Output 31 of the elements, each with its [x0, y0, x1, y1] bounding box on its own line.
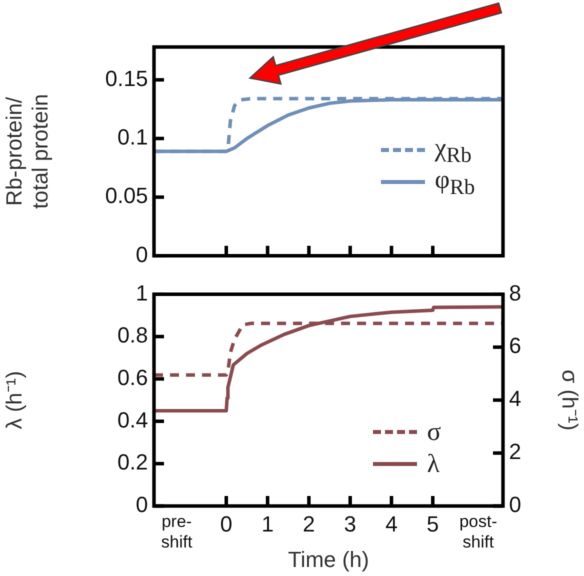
legend-label: λ: [426, 449, 440, 479]
y-tick-label: 0: [136, 242, 148, 267]
y-axis-title: λ (h⁻¹): [1, 370, 26, 430]
y2-tick-label: 0: [509, 492, 522, 518]
x-tick-label: 1: [261, 511, 274, 536]
y-tick-label: 0.4: [117, 407, 148, 432]
y-tick-label: 0.15: [105, 66, 148, 91]
y-tick-label: 0.1: [117, 124, 148, 150]
x-tick-label: 0: [220, 511, 232, 536]
y2-tick-label: 6: [509, 333, 522, 358]
y-tick-label: 0.6: [117, 364, 148, 390]
legend-label: φ$_{Rb}$: [434, 164, 475, 200]
y2-tick-label: 2: [509, 439, 522, 464]
y-tick-label: 1: [136, 280, 148, 306]
x-tick-label: post-shift: [459, 512, 498, 552]
y-axis-title: Rb-protein/total protein: [1, 94, 53, 209]
x-tick-label: 3: [344, 511, 356, 536]
y-tick-label: 0: [136, 492, 148, 518]
y2-axis-title: σ (h⁻¹): [558, 370, 583, 431]
x-axis-title: Time (h): [288, 546, 370, 572]
x-tick-label: 4: [385, 511, 398, 536]
y-tick-label: 0.8: [117, 322, 148, 348]
y-tick-label: 0.2: [117, 450, 148, 475]
y2-tick-label: 4: [509, 386, 522, 412]
x-tick-label: 5: [426, 511, 439, 536]
x-tick-label: pre-shift: [161, 512, 193, 552]
y-tick-label: 0.05: [105, 183, 148, 208]
x-tick-label: 2: [302, 511, 316, 536]
legend-label: χ$_{Rb}$: [434, 132, 472, 167]
y2-tick-label: 8: [509, 280, 522, 306]
legend-label: σ: [426, 417, 441, 447]
